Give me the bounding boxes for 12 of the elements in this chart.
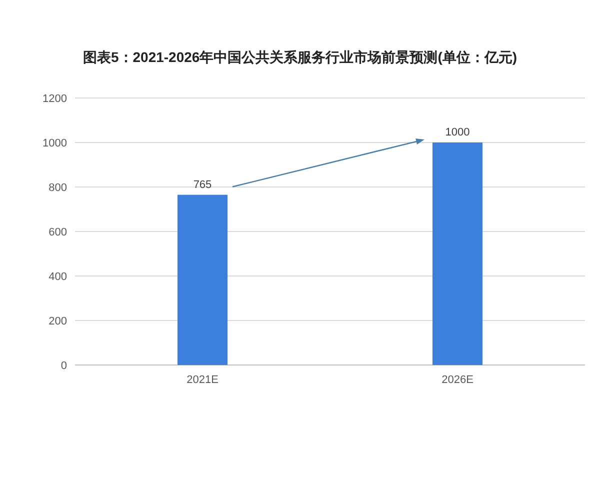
y-tick-label: 1200 [42,93,67,105]
chart-title: 图表5：2021-2026年中国公共关系服务行业市场前景预测(单位：亿元) [82,49,518,65]
y-tick-label: 400 [48,271,67,283]
y-tick-label: 1000 [42,138,67,150]
y-tick-label: 600 [48,226,67,238]
data-label: 1000 [445,126,470,138]
x-tick-label: 2021E [186,374,218,386]
y-tick-label: 200 [48,316,67,328]
y-tick-label: 0 [60,360,67,372]
y-tick-label: 800 [48,182,67,194]
data-label: 765 [193,178,212,191]
x-tick-label: 2026E [442,374,474,386]
